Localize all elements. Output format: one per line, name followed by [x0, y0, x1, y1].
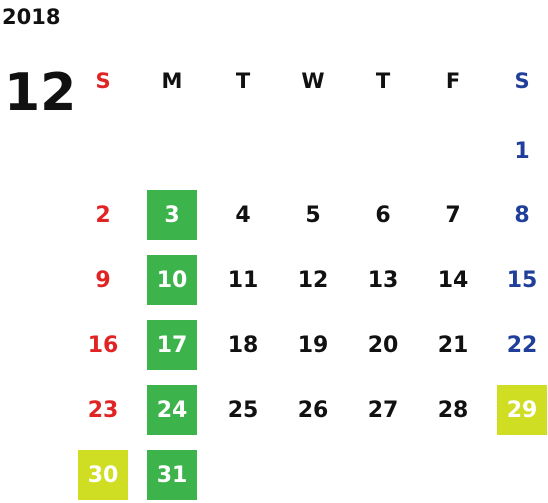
day-cell-11[interactable]: 11: [227, 267, 259, 293]
day-cell-10[interactable]: 10: [147, 255, 197, 305]
day-cell-29[interactable]: 29: [497, 385, 547, 435]
day-cell-15[interactable]: 15: [506, 267, 538, 293]
weekday-header-5: F: [445, 69, 461, 93]
day-cell-30[interactable]: 30: [78, 450, 128, 500]
day-cell-1[interactable]: 1: [514, 138, 530, 164]
day-cell-5[interactable]: 5: [305, 202, 321, 228]
day-cell-9[interactable]: 9: [95, 267, 111, 293]
day-cell-14[interactable]: 14: [437, 267, 469, 293]
day-cell-8[interactable]: 8: [514, 202, 530, 228]
day-cell-16[interactable]: 16: [87, 332, 119, 358]
day-cell-22[interactable]: 22: [506, 332, 538, 358]
weekday-header-0: S: [95, 69, 111, 93]
day-cell-4[interactable]: 4: [235, 202, 251, 228]
day-cell-3[interactable]: 3: [147, 190, 197, 240]
day-cell-21[interactable]: 21: [437, 332, 469, 358]
day-cell-19[interactable]: 19: [297, 332, 329, 358]
weekday-header-2: T: [235, 69, 251, 93]
day-cell-24[interactable]: 24: [147, 385, 197, 435]
weekday-header-4: T: [375, 69, 391, 93]
day-cell-7[interactable]: 7: [445, 202, 461, 228]
day-cell-13[interactable]: 13: [367, 267, 399, 293]
weekday-header-3: W: [301, 69, 325, 93]
day-cell-12[interactable]: 12: [297, 267, 329, 293]
day-cell-28[interactable]: 28: [437, 397, 469, 423]
calendar-year: 2018: [2, 5, 61, 29]
day-cell-20[interactable]: 20: [367, 332, 399, 358]
weekday-header-1: M: [161, 69, 183, 93]
calendar-month: 12: [4, 63, 77, 123]
day-cell-23[interactable]: 23: [87, 397, 119, 423]
day-cell-6[interactable]: 6: [375, 202, 391, 228]
day-cell-27[interactable]: 27: [367, 397, 399, 423]
day-cell-2[interactable]: 2: [95, 202, 111, 228]
day-cell-26[interactable]: 26: [297, 397, 329, 423]
day-cell-18[interactable]: 18: [227, 332, 259, 358]
day-cell-31[interactable]: 31: [147, 450, 197, 500]
weekday-header-6: S: [514, 69, 530, 93]
day-cell-25[interactable]: 25: [227, 397, 259, 423]
day-cell-17[interactable]: 17: [147, 320, 197, 370]
